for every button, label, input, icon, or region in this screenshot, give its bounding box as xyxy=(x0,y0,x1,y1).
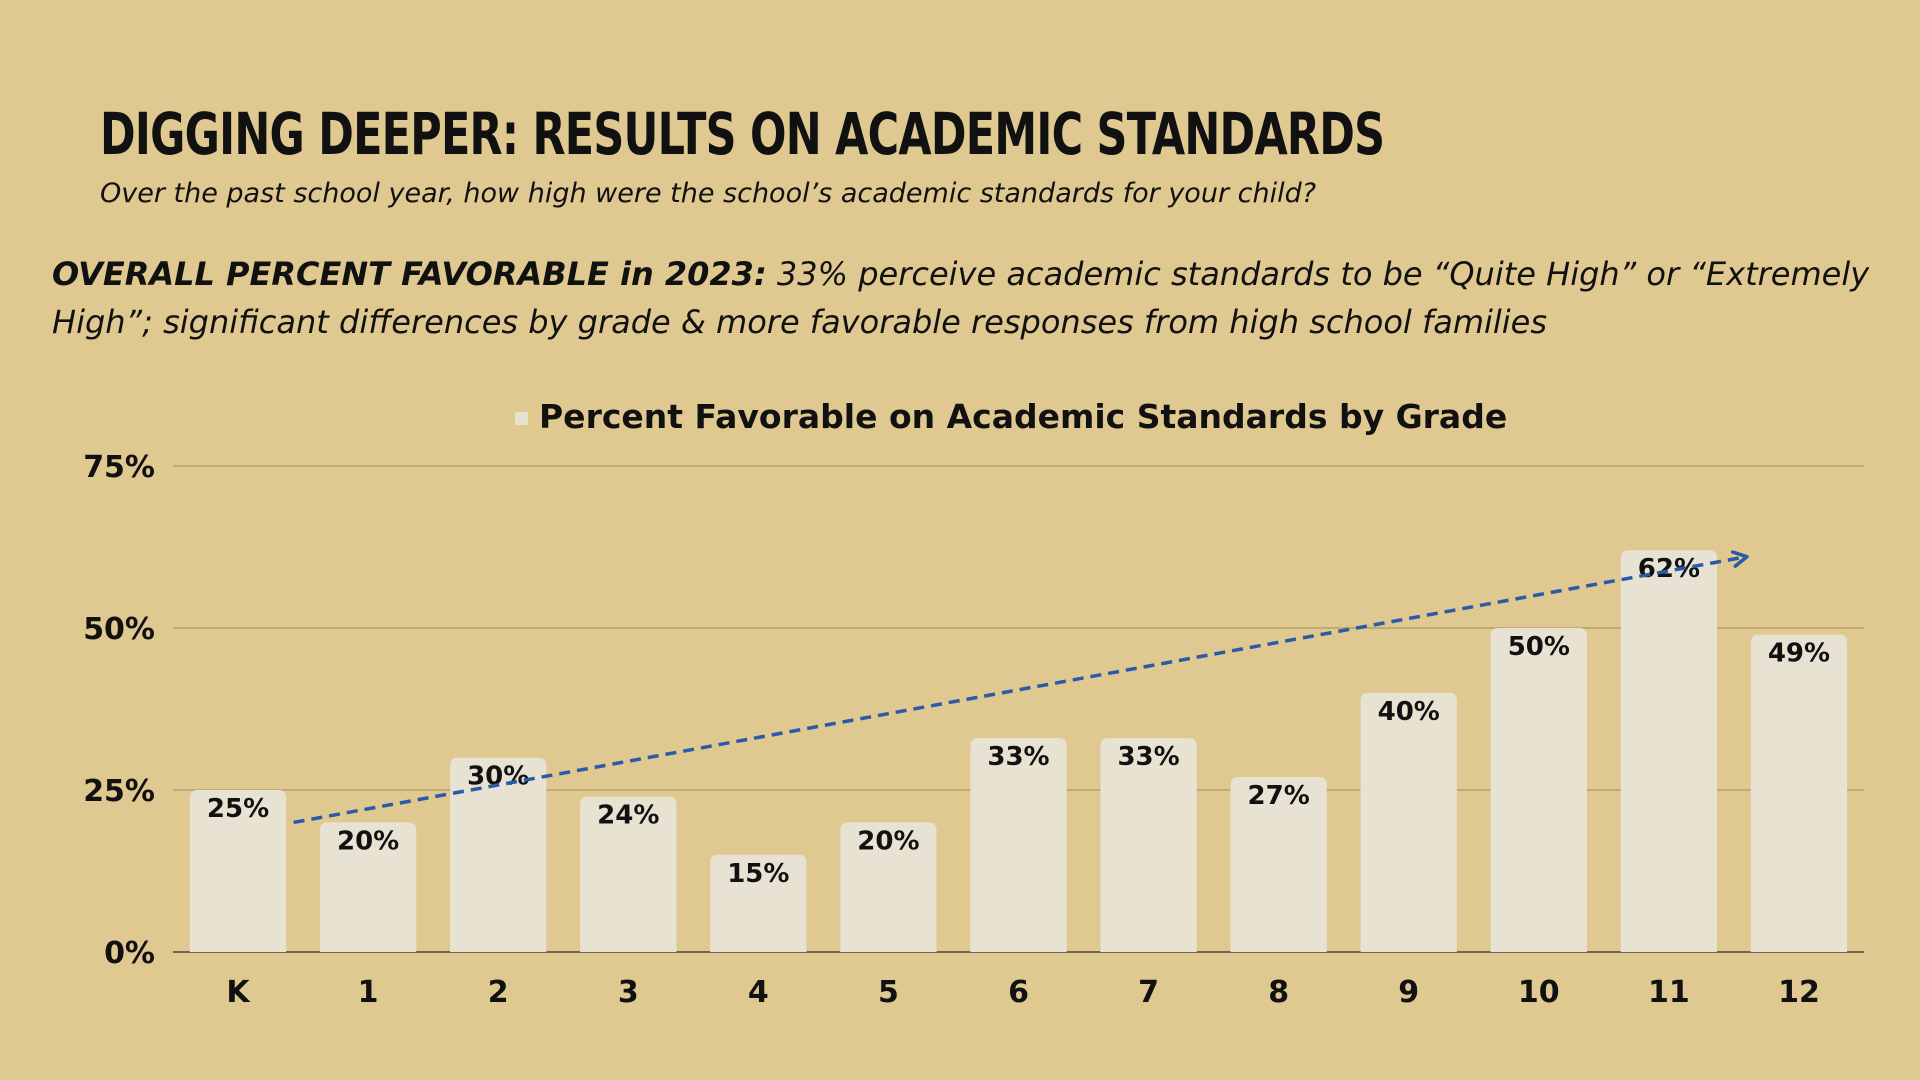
x-tick-label: 2 xyxy=(488,975,509,1010)
data-label: 30% xyxy=(467,762,529,792)
bars xyxy=(189,550,1848,952)
survey-question: Over the past school year, how high were… xyxy=(100,178,1317,209)
bar-8 xyxy=(1230,777,1327,952)
trend-arrowhead xyxy=(1730,550,1749,568)
data-label: 15% xyxy=(727,859,789,889)
legend-label: Percent Favorable on Academic Standards … xyxy=(539,397,1507,436)
y-tick-label: 25% xyxy=(83,774,155,809)
x-tick-label: K xyxy=(226,975,251,1010)
y-tick-label: 0% xyxy=(104,936,155,971)
legend: Percent Favorable on Academic Standards … xyxy=(515,397,1507,436)
data-label: 33% xyxy=(1117,742,1179,772)
x-tick-label: 11 xyxy=(1648,975,1690,1010)
trend-arrow xyxy=(293,550,1749,825)
y-axis-ticks: 0% 25% 50% 75% xyxy=(83,450,155,971)
x-tick-label: 4 xyxy=(748,975,769,1010)
data-label: 49% xyxy=(1768,638,1830,668)
bar-1 xyxy=(319,822,417,952)
bar-5 xyxy=(840,822,937,952)
data-labels: 25% 20% 30% 24% 15% 20% 33% 33% 27% 40% 50% 62% 49% xyxy=(207,554,1830,889)
x-tick-label: 5 xyxy=(878,975,899,1010)
trend-line xyxy=(293,555,1742,825)
bar-K xyxy=(189,790,287,952)
bar-7 xyxy=(1100,738,1197,952)
x-axis-ticks: K 1 2 3 4 5 6 7 8 9 10 11 12 xyxy=(226,975,1819,1010)
bar-4 xyxy=(710,854,807,952)
legend-swatch xyxy=(515,412,528,425)
x-tick-label: 8 xyxy=(1268,975,1289,1010)
summary-statement: OVERALL PERCENT FAVORABLE in 2023: 33% p… xyxy=(52,250,1892,346)
data-label: 25% xyxy=(207,794,269,824)
x-tick-label: 6 xyxy=(1008,975,1029,1010)
summary-text: 33% perceive academic standards to be “Q… xyxy=(52,255,1870,341)
bar-3 xyxy=(580,796,677,952)
data-label: 20% xyxy=(857,826,919,856)
bar-11 xyxy=(1620,550,1718,952)
data-label: 40% xyxy=(1378,697,1440,727)
bar-9 xyxy=(1360,692,1457,952)
data-label: 27% xyxy=(1248,781,1310,811)
y-tick-label: 75% xyxy=(83,450,155,485)
x-tick-label: 3 xyxy=(618,975,639,1010)
x-tick-label: 7 xyxy=(1138,975,1159,1010)
data-label: 33% xyxy=(987,742,1049,772)
summary-lead: OVERALL PERCENT FAVORABLE in 2023: xyxy=(52,255,767,293)
x-tick-label: 12 xyxy=(1778,975,1820,1010)
data-label: 20% xyxy=(337,826,399,856)
slide-title: Digging Deeper: Results on Academic Stan… xyxy=(100,100,1385,168)
x-tick-label: 9 xyxy=(1398,975,1419,1010)
x-tick-label: 10 xyxy=(1518,975,1560,1010)
bar-2 xyxy=(450,757,547,952)
data-label: 62% xyxy=(1638,554,1700,584)
data-label: 50% xyxy=(1508,632,1570,662)
bar-12 xyxy=(1750,634,1848,952)
data-label: 24% xyxy=(597,800,659,830)
y-tick-label: 50% xyxy=(83,612,155,647)
x-tick-label: 1 xyxy=(358,975,379,1010)
bar-10 xyxy=(1490,628,1587,952)
bar-6 xyxy=(970,738,1067,952)
